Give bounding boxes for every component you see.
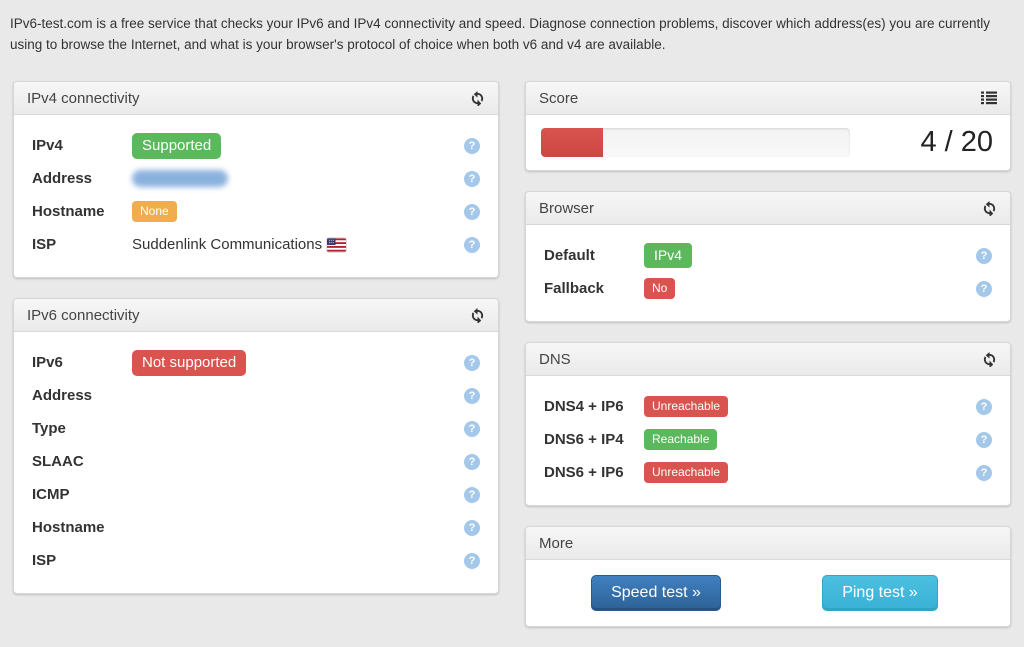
- refresh-icon[interactable]: [982, 351, 997, 367]
- panel-ipv4-header: IPv4 connectivity: [14, 82, 498, 115]
- table-row: ISP ?: [32, 544, 480, 577]
- panel-ipv4-body: IPv4 Supported ? Address ? Hostname None…: [14, 115, 498, 277]
- table-row: DNS4 + IP6 Unreachable ?: [544, 390, 992, 423]
- panel-ipv6-body: IPv6 Not supported ? Address ? Type ? SL…: [14, 332, 498, 593]
- row-label: DNS4 + IP6: [544, 398, 624, 415]
- help-icon[interactable]: ?: [976, 247, 992, 264]
- panel-score-title: Score: [539, 89, 579, 107]
- row-label: Address: [32, 387, 93, 404]
- more-left-half: Speed test »: [544, 575, 768, 611]
- panel-browser-title: Browser: [539, 199, 595, 217]
- status-badge: No: [644, 278, 676, 299]
- table-row: Address ?: [32, 379, 480, 412]
- status-badge: Reachable: [644, 429, 718, 450]
- panel-dns-body: DNS4 + IP6 Unreachable ? DNS6 + IP4 Reac…: [526, 376, 1010, 505]
- help-icon[interactable]: ?: [976, 280, 992, 297]
- redacted-address: [132, 170, 228, 187]
- isp-value: Suddenlink Communications: [132, 236, 323, 253]
- status-badge: None: [132, 201, 177, 222]
- row-label: DNS6 + IP6: [544, 464, 624, 481]
- table-row: DNS6 + IP6 Unreachable ?: [544, 456, 992, 489]
- table-row: Default IPv4 ?: [544, 239, 992, 272]
- row-label: Hostname: [32, 203, 105, 220]
- panel-more-body: Speed test » Ping test »: [526, 560, 1010, 626]
- help-icon[interactable]: ?: [464, 354, 480, 371]
- row-label: Address: [32, 170, 93, 187]
- help-icon[interactable]: ?: [464, 236, 480, 253]
- status-badge: IPv4: [644, 243, 693, 268]
- row-label: Default: [544, 247, 595, 264]
- help-icon[interactable]: ?: [976, 398, 992, 415]
- panel-more-title: More: [539, 534, 574, 552]
- help-icon[interactable]: ?: [464, 203, 480, 220]
- panel-browser-body: Default IPv4 ? Fallback No ?: [526, 225, 1010, 321]
- status-badge: Unreachable: [644, 462, 729, 483]
- help-icon[interactable]: ?: [464, 453, 480, 470]
- score-progress-bar: [541, 128, 850, 157]
- panel-dns: DNS DNS4 + IP6 Unreachable ? DNS6 + IP4 …: [525, 342, 1011, 506]
- row-label: Fallback: [544, 280, 605, 297]
- speed-test-button[interactable]: Speed test »: [591, 575, 721, 611]
- help-icon[interactable]: ?: [464, 137, 480, 154]
- panel-more: More Speed test » Ping test »: [525, 526, 1011, 627]
- panel-score: Score 4 / 20: [525, 81, 1011, 171]
- help-icon[interactable]: ?: [976, 431, 992, 448]
- table-row: Hostname None ?: [32, 195, 480, 228]
- row-label: IPv6: [32, 354, 63, 371]
- table-row: ICMP ?: [32, 478, 480, 511]
- status-badge: Not supported: [132, 349, 247, 376]
- panel-more-header: More: [526, 527, 1010, 560]
- row-label: ISP: [32, 236, 57, 253]
- more-right-half: Ping test »: [768, 575, 992, 611]
- site-description: IPv6-test.com is a free service that che…: [10, 16, 990, 52]
- row-label: SLAAC: [32, 453, 84, 470]
- refresh-icon[interactable]: [470, 90, 485, 106]
- row-label: ICMP: [32, 486, 70, 503]
- ping-test-button[interactable]: Ping test »: [822, 575, 938, 611]
- panel-ipv6-title: IPv6 connectivity: [27, 306, 140, 324]
- help-icon[interactable]: ?: [976, 464, 992, 481]
- main-columns: IPv4 connectivity IPv4 Supported ? Addre…: [0, 67, 1024, 647]
- panel-dns-header: DNS: [526, 343, 1010, 376]
- row-label: Hostname: [32, 519, 105, 536]
- panel-ipv6-connectivity: IPv6 connectivity IPv6 Not supported ? A…: [13, 298, 499, 594]
- status-badge: Unreachable: [644, 396, 729, 417]
- list-icon[interactable]: [981, 91, 997, 105]
- panel-ipv6-header: IPv6 connectivity: [14, 299, 498, 332]
- us-flag-icon: [327, 237, 347, 252]
- status-badge: Supported: [132, 132, 222, 159]
- table-row: IPv4 Supported ?: [32, 129, 480, 162]
- table-row: Hostname ?: [32, 511, 480, 544]
- panel-score-body: 4 / 20: [526, 115, 1010, 170]
- row-label: DNS6 + IP4: [544, 431, 624, 448]
- help-icon[interactable]: ?: [464, 420, 480, 437]
- row-label: IPv4: [32, 137, 63, 154]
- refresh-icon[interactable]: [982, 200, 997, 216]
- table-row: ISP Suddenlink Communications: [32, 228, 480, 261]
- left-column: IPv4 connectivity IPv4 Supported ? Addre…: [13, 81, 499, 614]
- panel-browser: Browser Default IPv4 ? Fallback No: [525, 191, 1011, 322]
- panel-browser-header: Browser: [526, 192, 1010, 225]
- table-row: Address ?: [32, 162, 480, 195]
- panel-dns-title: DNS: [539, 350, 571, 368]
- table-row: SLAAC ?: [32, 445, 480, 478]
- score-progress-fill: [541, 128, 603, 157]
- panel-ipv4-connectivity: IPv4 connectivity IPv4 Supported ? Addre…: [13, 81, 499, 278]
- right-column: Score 4 / 20 Browse: [525, 81, 1011, 647]
- panel-score-header: Score: [526, 82, 1010, 115]
- table-row: Type ?: [32, 412, 480, 445]
- table-row: DNS6 + IP4 Reachable ?: [544, 423, 992, 456]
- help-icon[interactable]: ?: [464, 519, 480, 536]
- panel-ipv4-title: IPv4 connectivity: [27, 89, 140, 107]
- table-row: Fallback No ?: [544, 272, 992, 305]
- refresh-icon[interactable]: [470, 307, 485, 323]
- row-label: Type: [32, 420, 66, 437]
- help-icon[interactable]: ?: [464, 170, 480, 187]
- help-icon[interactable]: ?: [464, 552, 480, 569]
- table-row: IPv6 Not supported ?: [32, 346, 480, 379]
- help-icon[interactable]: ?: [464, 387, 480, 404]
- row-label: ISP: [32, 552, 57, 569]
- help-icon[interactable]: ?: [464, 486, 480, 503]
- score-value: 4 / 20: [920, 126, 993, 158]
